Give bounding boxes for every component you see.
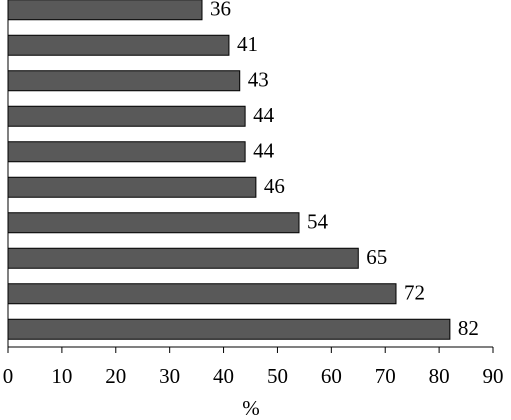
data-label: 44 <box>253 139 275 163</box>
data-label: 36 <box>210 0 231 21</box>
bar <box>7 70 241 92</box>
bar <box>7 0 203 21</box>
bar <box>7 141 246 163</box>
data-label: 43 <box>248 68 269 92</box>
x-tick-label: 90 <box>483 364 504 388</box>
bar <box>7 105 246 127</box>
x-tick-label: 80 <box>429 364 450 388</box>
data-label: 41 <box>237 32 258 56</box>
x-tick-label: 40 <box>213 364 234 388</box>
bar <box>7 212 300 234</box>
data-label: 54 <box>307 210 329 234</box>
bar <box>7 247 359 269</box>
x-axis-label: % <box>242 396 260 420</box>
x-tick-label: 0 <box>3 364 14 388</box>
data-label: 44 <box>253 103 275 127</box>
data-label: 82 <box>458 316 479 340</box>
x-tick-label: 10 <box>51 364 72 388</box>
bar <box>7 34 230 56</box>
data-label: 46 <box>264 174 285 198</box>
bar <box>7 283 397 305</box>
x-tick-label: 20 <box>105 364 126 388</box>
data-label: 72 <box>404 281 425 305</box>
x-tick-label: 60 <box>321 364 342 388</box>
bar <box>7 318 451 340</box>
data-label: 65 <box>366 245 387 269</box>
x-tick-label: 70 <box>375 364 396 388</box>
x-tick-label: 50 <box>267 364 288 388</box>
bar <box>7 176 257 198</box>
x-tick-label: 30 <box>159 364 180 388</box>
